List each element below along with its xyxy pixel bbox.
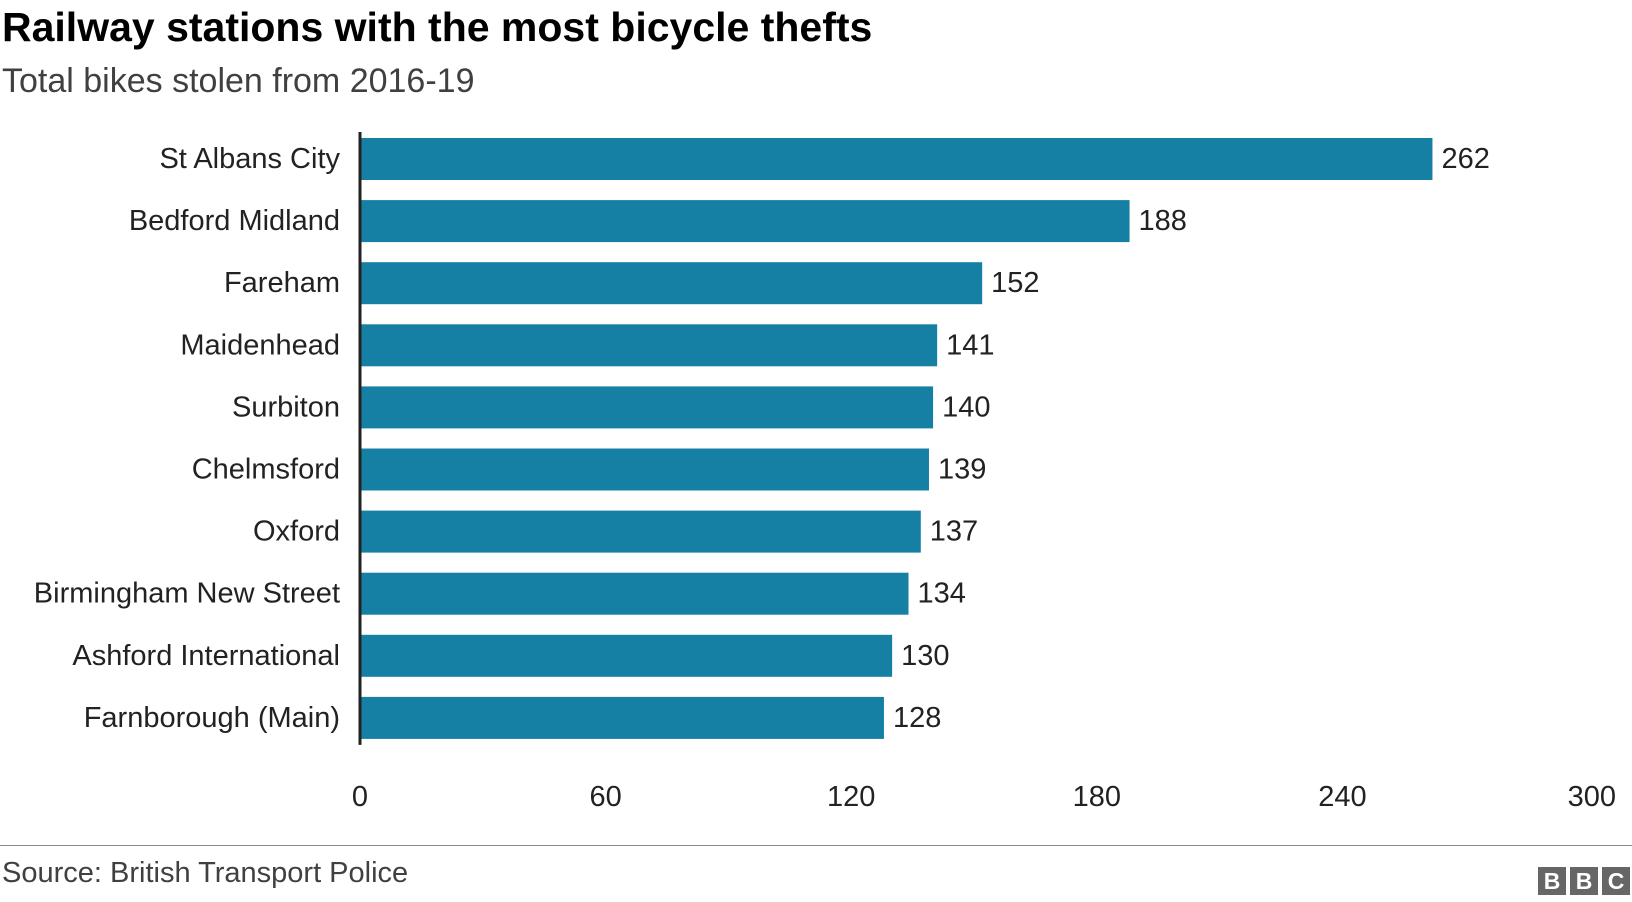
category-label: Maidenhead [180,329,340,361]
category-label: St Albans City [159,143,340,175]
data-label: 140 [942,391,990,423]
bbc-logo-letter: C [1602,867,1630,895]
bar-chart: St Albans City 262 Bedford Midland 188 Fareh… [34,132,1616,813]
data-label: 137 [930,516,978,548]
data-label: 139 [938,454,986,486]
bar [360,696,884,739]
x-tick-label: 120 [827,781,875,813]
category-label: Fareham [224,267,340,299]
category-label: Bedford Midland [129,205,340,237]
bar [360,386,934,429]
bar [360,572,909,615]
data-label: 152 [991,267,1039,299]
data-label: 141 [946,329,994,361]
chart-subtitle: Total bikes stolen from 2016-19 [2,62,475,100]
category-label: Ashford International [72,640,340,672]
bbc-logo: B B C [1538,867,1630,895]
category-label: Birmingham New Street [34,578,340,610]
data-label: 128 [893,702,941,734]
bar [360,634,893,677]
x-tick-label: 60 [589,781,621,813]
category-label: Oxford [253,516,340,548]
x-tick-label: 300 [1568,781,1616,813]
bar [360,138,1433,180]
bar [360,262,983,305]
footer-divider [0,845,1632,846]
data-label: 188 [1139,205,1187,237]
bar [360,200,1130,243]
data-label: 130 [901,640,949,672]
bbc-logo-letter: B [1570,867,1598,895]
source-note: Source: British Transport Police [2,857,409,889]
category-label: Farnborough (Main) [84,702,340,734]
chart-title: Railway stations with the most bicycle t… [2,4,873,50]
x-tick-label: 240 [1318,781,1366,813]
category-label: Chelmsford [192,454,340,486]
x-tick-label: 180 [1073,781,1121,813]
x-tick-label: 0 [352,781,368,813]
bar [360,448,929,491]
data-label: 134 [918,578,966,610]
category-label: Surbiton [232,391,340,423]
bbc-logo-letter: B [1538,867,1566,895]
bar [360,510,921,553]
bar [360,324,938,367]
data-label: 262 [1441,143,1489,175]
